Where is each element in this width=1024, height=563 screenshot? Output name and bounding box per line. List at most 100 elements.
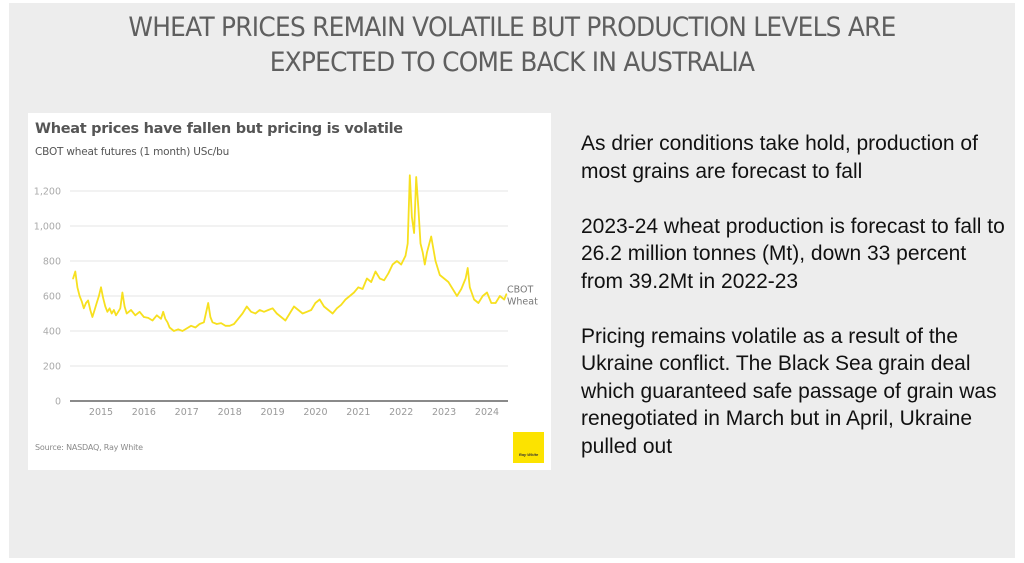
x-tick-label: 2018 [218, 407, 242, 418]
data-point [229, 325, 231, 327]
data-point [422, 251, 424, 253]
data-point [130, 309, 132, 311]
data-point [113, 309, 115, 311]
data-point [117, 311, 119, 313]
data-point [72, 277, 74, 280]
data-point [250, 311, 252, 313]
logo-text: Ray White [518, 452, 539, 457]
data-point [314, 302, 317, 304]
y-tick-label: 200 [43, 362, 61, 373]
data-point [74, 270, 76, 273]
data-point [306, 311, 308, 313]
x-tick-label: 2021 [346, 407, 370, 418]
data-point [434, 260, 437, 262]
body-paragraph-2: 2023-24 wheat production is forecast to … [581, 214, 1005, 293]
line-chart: 0 200 400 600 800 1,000 1,200 2015 2016 2017 2018… [34, 174, 538, 418]
data-point [267, 309, 269, 311]
data-point [407, 242, 409, 245]
data-point [370, 281, 372, 283]
x-tick-label: 2023 [432, 407, 456, 418]
data-point [89, 309, 91, 311]
data-point [115, 314, 117, 316]
data-point [349, 295, 351, 297]
data-point [319, 298, 321, 301]
data-point [430, 235, 432, 238]
data-point [160, 318, 162, 320]
data-point [460, 288, 462, 290]
data-point [271, 307, 274, 309]
y-tick-label: 800 [43, 257, 61, 268]
data-point [241, 312, 244, 315]
series-label: CBOT [507, 284, 533, 295]
data-point [482, 295, 484, 297]
data-point [96, 302, 98, 304]
slide-title-line-2: EXPECTED TO COME BACK IN AUSTRALIA [269, 47, 755, 78]
body-text: As drier conditions take hold, productio… [581, 130, 1011, 488]
data-point [81, 300, 83, 302]
data-point [426, 251, 428, 253]
chart-title: Wheat prices have fallen but pricing is … [35, 121, 403, 137]
data-point [293, 305, 295, 308]
gridlines [70, 190, 508, 402]
chart-source: Source: NASDAQ, Ray White [35, 443, 143, 452]
data-point [456, 295, 458, 297]
data-point [353, 291, 355, 294]
y-tick-label: 600 [43, 292, 61, 303]
data-point [301, 312, 304, 315]
data-point [417, 207, 419, 210]
data-point [143, 316, 145, 318]
data-point [78, 295, 81, 297]
data-point [409, 174, 411, 176]
data-point [98, 295, 100, 297]
slide-title: WHEAT PRICES REMAIN VOLATILE BUT PRODUCT… [41, 10, 983, 80]
data-point [374, 270, 377, 273]
y-tick-label: 1,000 [34, 222, 61, 233]
data-point [186, 327, 188, 329]
y-tick-label: 1,200 [34, 187, 61, 198]
data-point [106, 311, 109, 313]
data-point [259, 309, 261, 311]
data-point [415, 176, 417, 178]
data-point [439, 274, 441, 276]
data-point [126, 312, 128, 315]
data-point [297, 309, 299, 311]
data-point [177, 328, 179, 330]
data-point [209, 316, 211, 318]
x-tick-label: 2022 [389, 407, 413, 418]
data-point [505, 293, 507, 295]
data-point [237, 318, 239, 320]
data-point [340, 304, 342, 306]
series-layer [72, 174, 508, 332]
data-point [108, 307, 111, 309]
data-point [123, 305, 126, 308]
data-point [147, 317, 149, 319]
x-tick-label: 2019 [260, 407, 284, 418]
data-point [91, 316, 94, 318]
data-point [207, 302, 209, 304]
data-point [503, 298, 505, 301]
data-point [211, 321, 214, 323]
data-point [216, 323, 218, 325]
data-point [494, 302, 497, 304]
data-point [289, 312, 291, 315]
ray-white-logo: Ray White [513, 432, 544, 463]
data-point [404, 255, 407, 257]
data-point [166, 321, 169, 323]
data-point [310, 309, 312, 311]
x-tick-label: 2024 [475, 407, 499, 418]
data-point [284, 319, 287, 322]
data-point [387, 272, 389, 274]
data-point [224, 325, 226, 327]
data-point [194, 326, 196, 329]
data-point [134, 314, 136, 316]
x-tick-label: 2020 [303, 407, 327, 418]
data-point [100, 286, 102, 288]
data-point [424, 263, 426, 266]
x-tick-label: 2015 [89, 407, 113, 418]
data-point [469, 286, 471, 288]
data-point [486, 291, 488, 294]
data-point [199, 323, 201, 325]
data-point [499, 295, 501, 297]
data-point [156, 314, 158, 316]
